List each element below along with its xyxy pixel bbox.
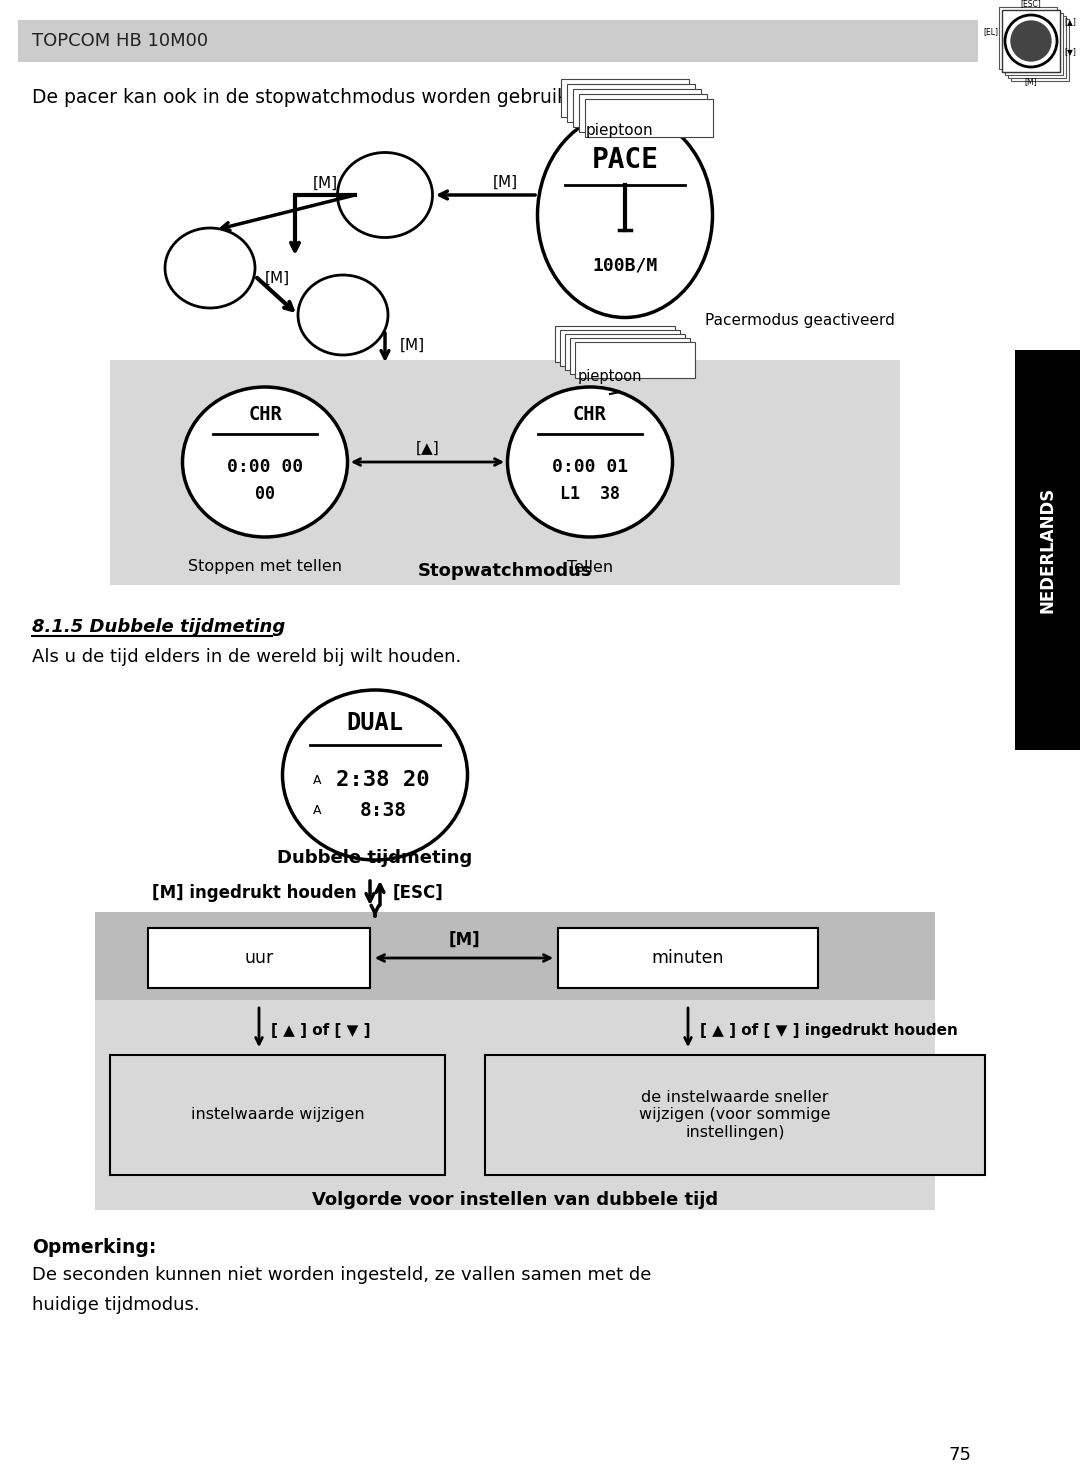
Bar: [561, 329, 680, 366]
Text: huidige tijdmodus.: huidige tijdmodus.: [32, 1295, 200, 1315]
Bar: [575, 343, 696, 378]
Text: [M]: [M]: [448, 931, 480, 950]
Text: Als u de tijd elders in de wereld bij wilt houden.: Als u de tijd elders in de wereld bij wi…: [32, 648, 461, 666]
Text: [▲]: [▲]: [416, 440, 440, 455]
Text: A: A: [313, 774, 322, 786]
Text: [ ▲ ] of [ ▼ ]: [ ▲ ] of [ ▼ ]: [271, 1022, 370, 1037]
Text: pieptoon: pieptoon: [585, 124, 652, 139]
Bar: [585, 99, 713, 137]
Ellipse shape: [283, 690, 468, 860]
Text: [M] ingedrukt houden: [M] ingedrukt houden: [152, 885, 357, 902]
Text: minuten: minuten: [651, 950, 725, 967]
Text: Stopwatchmodus: Stopwatchmodus: [418, 563, 592, 580]
Bar: [148, 928, 370, 988]
Bar: [1002, 10, 1059, 72]
Text: 00: 00: [255, 484, 275, 504]
Text: DUAL: DUAL: [347, 710, 404, 736]
Text: pieptoon: pieptoon: [578, 368, 643, 384]
Text: [M]: [M]: [400, 338, 426, 353]
Bar: [485, 1055, 985, 1176]
Text: De seconden kunnen niet worden ingesteld, ze vallen samen met de: De seconden kunnen niet worden ingesteld…: [32, 1266, 651, 1284]
Ellipse shape: [165, 227, 255, 309]
Ellipse shape: [298, 275, 388, 354]
Bar: [570, 338, 690, 374]
Text: [ ▲ ] of [ ▼ ] ingedrukt houden: [ ▲ ] of [ ▼ ] ingedrukt houden: [700, 1022, 958, 1037]
Text: instelwaarde wijzigen: instelwaarde wijzigen: [191, 1108, 364, 1123]
Text: [ESC]: [ESC]: [393, 885, 444, 902]
Bar: [18, 21, 978, 62]
Text: De pacer kan ook in de stopwatchmodus worden gebruikt:: De pacer kan ook in de stopwatchmodus wo…: [32, 89, 582, 106]
Text: 100B/M: 100B/M: [592, 256, 658, 275]
Text: 2:38 20: 2:38 20: [336, 770, 430, 790]
Text: 0:00 00: 0:00 00: [227, 458, 303, 476]
Text: uur: uur: [244, 950, 273, 967]
Ellipse shape: [508, 387, 673, 538]
Ellipse shape: [183, 387, 348, 538]
Bar: [110, 360, 900, 585]
Text: [M]: [M]: [492, 174, 517, 189]
Text: [▼]: [▼]: [1064, 47, 1076, 56]
Text: PACE: PACE: [592, 146, 659, 174]
Text: [M]: [M]: [1025, 77, 1037, 86]
Text: TOPCOM HB 10M00: TOPCOM HB 10M00: [32, 32, 208, 50]
Text: Opmerking:: Opmerking:: [32, 1238, 157, 1257]
Text: Stoppen met tellen: Stoppen met tellen: [188, 560, 342, 575]
Bar: [999, 7, 1057, 69]
Text: 75: 75: [948, 1446, 972, 1464]
Text: CHR: CHR: [248, 406, 282, 424]
Text: Volgorde voor instellen van dubbele tijd: Volgorde voor instellen van dubbele tijd: [312, 1190, 718, 1210]
Bar: [565, 334, 685, 371]
Bar: [558, 928, 818, 988]
Ellipse shape: [337, 152, 432, 238]
Bar: [95, 911, 935, 1210]
Text: L1  38: L1 38: [561, 484, 620, 504]
Bar: [561, 78, 689, 117]
Bar: [95, 911, 935, 1000]
Text: [M]: [M]: [312, 176, 338, 191]
Bar: [1008, 16, 1066, 78]
Text: CHR: CHR: [573, 406, 607, 424]
Text: 8:38: 8:38: [360, 801, 406, 820]
Text: Tellen: Tellen: [567, 560, 613, 575]
Bar: [573, 89, 701, 127]
Text: [▲]: [▲]: [1064, 18, 1076, 27]
Bar: [110, 1055, 445, 1176]
Bar: [1011, 19, 1069, 81]
Text: Dubbele tijdmeting: Dubbele tijdmeting: [278, 849, 473, 867]
Bar: [1002, 10, 1059, 72]
Text: [M]: [M]: [265, 270, 289, 285]
Bar: [579, 95, 707, 131]
Bar: [567, 84, 696, 123]
Text: Pacermodus geactiveerd: Pacermodus geactiveerd: [705, 313, 895, 328]
Bar: [555, 326, 675, 362]
Text: 8.1.5 Dubbele tijdmeting: 8.1.5 Dubbele tijdmeting: [32, 617, 285, 637]
Text: [ESC]: [ESC]: [1021, 0, 1041, 7]
Bar: [1015, 350, 1080, 750]
Text: NEDERLANDS: NEDERLANDS: [1038, 487, 1056, 613]
Bar: [1005, 13, 1063, 75]
Text: de instelwaarde sneller
wijzigen (voor sommige
instellingen): de instelwaarde sneller wijzigen (voor s…: [639, 1090, 831, 1140]
Ellipse shape: [538, 112, 713, 318]
Text: A: A: [313, 803, 322, 817]
Text: [EL]: [EL]: [983, 28, 998, 37]
Text: 0:00 01: 0:00 01: [552, 458, 629, 476]
Circle shape: [1011, 21, 1051, 61]
